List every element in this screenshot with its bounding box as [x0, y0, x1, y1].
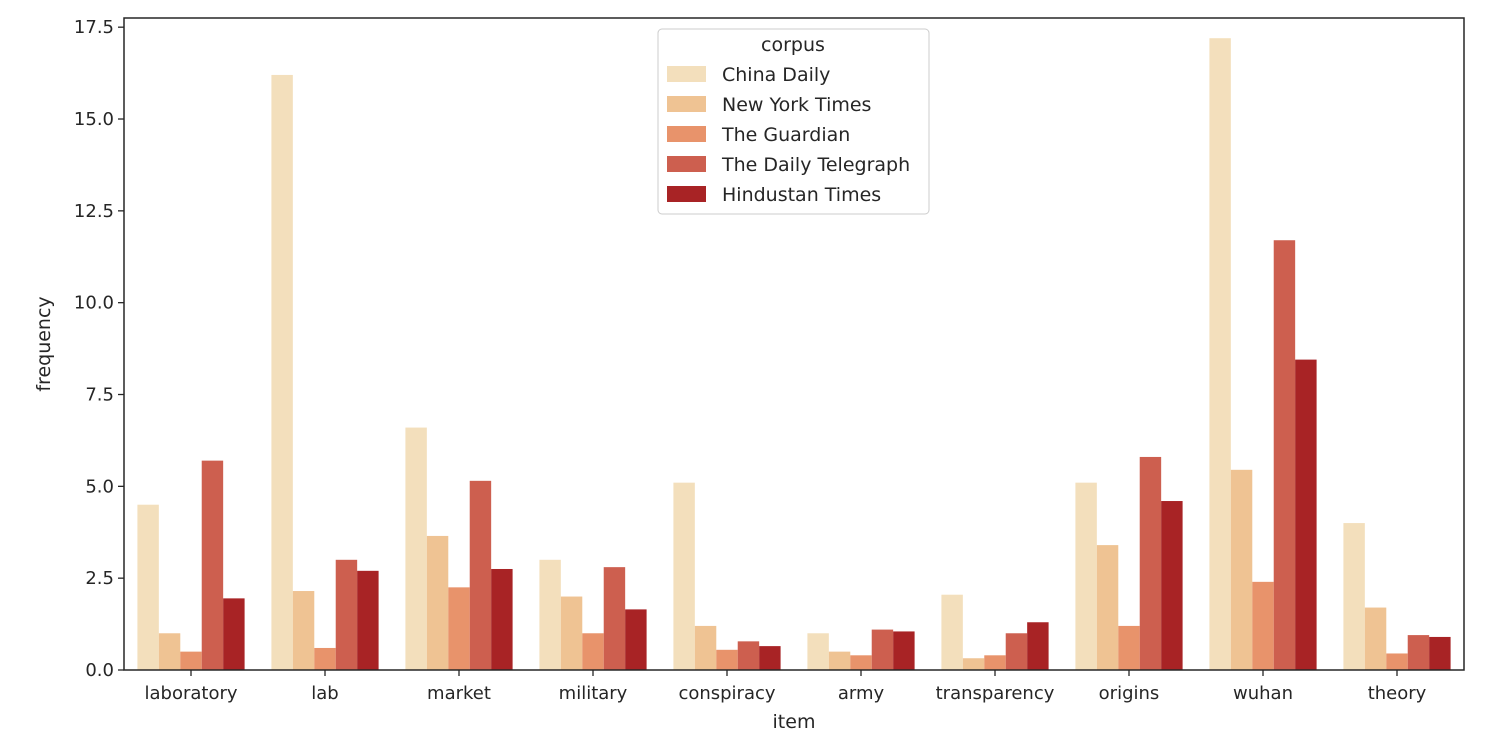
x-tick-label-wuhan: wuhan: [1233, 683, 1293, 704]
bar-transparency-china-daily: [941, 594, 963, 670]
bar-army-the-daily-telegraph: [871, 629, 894, 670]
legend-swatch: [667, 96, 706, 112]
bar-theory-new-york-times: [1364, 607, 1387, 670]
bar-market-the-daily-telegraph: [469, 480, 492, 670]
legend-label: China Daily: [722, 64, 830, 86]
bar-market-hindustan-times: [491, 568, 513, 670]
x-tick-label-laboratory: laboratory: [144, 683, 237, 704]
bar-conspiracy-new-york-times: [694, 625, 717, 670]
bar-theory-china-daily: [1343, 523, 1365, 670]
bar-transparency-hindustan-times: [1027, 622, 1049, 670]
legend-items: China Daily New York Times The Guardian The…: [667, 64, 910, 206]
y-tick-label: 2.5: [85, 568, 114, 589]
legend-swatch: [667, 156, 706, 172]
y-tick-label: 0.0: [85, 660, 114, 681]
bar-lab-the-guardian: [314, 647, 336, 670]
axes-frame: [123, 17, 1465, 671]
bar-transparency-new-york-times: [962, 658, 985, 670]
bar-military-the-daily-telegraph: [603, 567, 626, 670]
bar-origins-china-daily: [1075, 482, 1097, 670]
bar-army-new-york-times: [828, 651, 851, 670]
bar-lab-new-york-times: [292, 591, 315, 670]
bar-conspiracy-china-daily: [673, 482, 695, 670]
legend-title: corpus: [761, 34, 825, 56]
bar-lab-hindustan-times: [357, 570, 379, 670]
x-tick-label-conspiracy: conspiracy: [678, 683, 775, 704]
x-tick-label-military: military: [559, 683, 628, 704]
bars-layer: [137, 38, 1451, 671]
bar-military-new-york-times: [560, 596, 583, 670]
legend-swatch: [667, 66, 706, 82]
legend-label: The Daily Telegraph: [721, 154, 910, 176]
legend: corpus China Daily New York Times The Guar…: [657, 28, 930, 215]
bar-lab-the-daily-telegraph: [335, 559, 358, 670]
bar-wuhan-hindustan-times: [1295, 359, 1317, 670]
x-tick-label-origins: origins: [1099, 683, 1160, 704]
bar-laboratory-china-daily: [137, 504, 159, 670]
y-tick-label: 17.5: [74, 17, 114, 38]
x-tick-label-lab: lab: [311, 683, 338, 704]
bar-conspiracy-hindustan-times: [759, 646, 781, 670]
y-tick-label: 15.0: [74, 109, 114, 130]
x-tick-label-market: market: [427, 683, 491, 704]
bar-market-new-york-times: [426, 535, 449, 670]
bar-army-the-guardian: [850, 655, 872, 670]
bar-army-china-daily: [807, 633, 829, 670]
bar-military-hindustan-times: [625, 609, 647, 670]
y-axis-title: frequency: [33, 296, 55, 391]
bar-laboratory-new-york-times: [158, 633, 181, 670]
bar-market-china-daily: [405, 427, 427, 670]
bar-laboratory-the-guardian: [180, 651, 202, 670]
legend-swatch: [667, 186, 706, 202]
bar-conspiracy-the-daily-telegraph: [737, 641, 760, 670]
y-axis: 0.0 2.5 5.0 7.5 10.0 12.5 15.0 17.5: [74, 17, 124, 681]
legend-swatch: [667, 126, 706, 142]
bar-military-china-daily: [539, 559, 561, 670]
bar-transparency-the-daily-telegraph: [1005, 633, 1028, 670]
bar-theory-the-daily-telegraph: [1407, 635, 1430, 670]
bar-lab-china-daily: [271, 74, 293, 670]
bar-transparency-the-guardian: [984, 655, 1006, 670]
bar-theory-hindustan-times: [1429, 636, 1451, 670]
x-axis-title: item: [773, 711, 816, 733]
bar-wuhan-the-daily-telegraph: [1273, 240, 1296, 671]
bar-origins-new-york-times: [1096, 545, 1119, 670]
bar-theory-the-guardian: [1386, 653, 1408, 670]
legend-label: Hindustan Times: [722, 184, 881, 206]
bar-conspiracy-the-guardian: [716, 649, 738, 670]
bar-army-hindustan-times: [893, 631, 915, 670]
legend-box: [657, 28, 930, 215]
legend-label: The Guardian: [721, 124, 850, 146]
legend-label: New York Times: [722, 94, 871, 116]
bar-laboratory-the-daily-telegraph: [201, 460, 224, 670]
y-tick-label: 10.0: [74, 293, 114, 314]
bar-wuhan-china-daily: [1209, 38, 1231, 670]
y-tick-label: 12.5: [74, 201, 114, 222]
bar-origins-hindustan-times: [1161, 501, 1183, 670]
bar-origins-the-daily-telegraph: [1139, 456, 1162, 670]
y-tick-label: 5.0: [85, 476, 114, 497]
bar-market-the-guardian: [448, 587, 470, 670]
bar-laboratory-hindustan-times: [223, 598, 245, 670]
bar-wuhan-the-guardian: [1252, 581, 1274, 670]
x-axis: laboratory lab market military conspiracy arm…: [144, 670, 1427, 704]
x-tick-label-theory: theory: [1368, 683, 1427, 704]
x-tick-label-army: army: [838, 683, 885, 704]
y-tick-label: 7.5: [85, 385, 114, 406]
x-tick-label-transparency: transparency: [936, 683, 1055, 704]
bar-wuhan-new-york-times: [1230, 469, 1253, 670]
bar-military-the-guardian: [582, 633, 604, 670]
bar-origins-the-guardian: [1118, 625, 1140, 670]
